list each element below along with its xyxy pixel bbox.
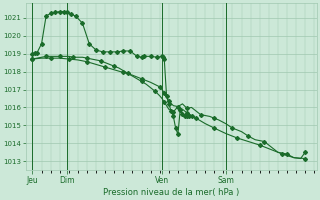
X-axis label: Pression niveau de la mer( hPa ): Pression niveau de la mer( hPa ) [103,188,239,197]
